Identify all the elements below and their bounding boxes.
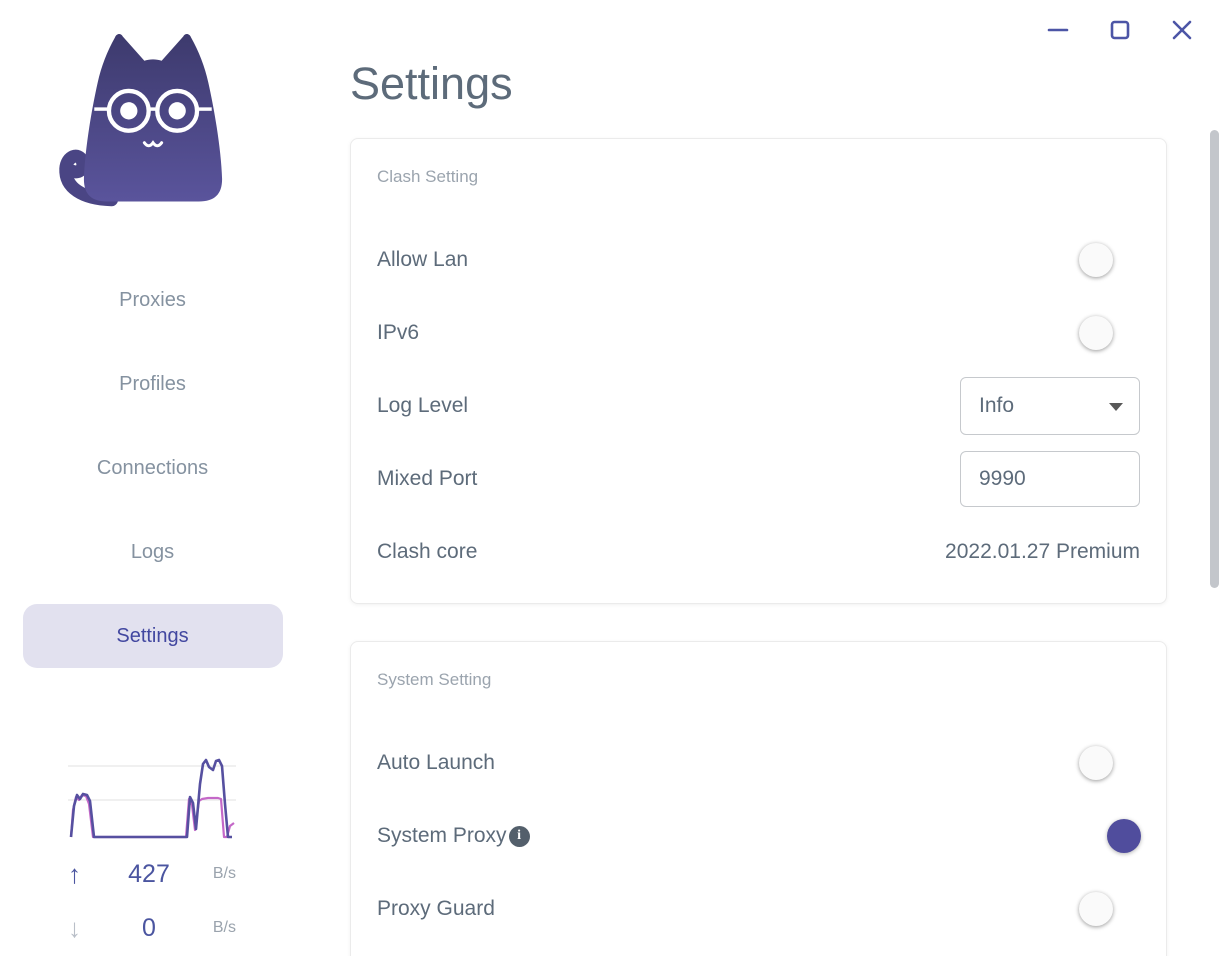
window-controls	[1044, 16, 1196, 44]
upload-speed-unit: B/s	[212, 865, 236, 882]
sidebar-item-profiles[interactable]: Profiles	[119, 372, 186, 395]
log-level-selected-value: Info	[979, 394, 1015, 418]
cat-glasses-right	[154, 88, 199, 133]
download-speed-row: ↓ 0 B/s	[68, 908, 236, 948]
proxy-guard-toggle[interactable]	[1079, 892, 1138, 927]
chevron-down-icon	[1109, 403, 1123, 412]
system-proxy-toggle[interactable]	[1082, 819, 1141, 854]
allow-lan-toggle[interactable]	[1079, 243, 1138, 278]
clash-core-version: 2022.01.27 Premium	[945, 540, 1140, 564]
ipv6-label: IPv6	[377, 321, 420, 345]
sidebar-nav: Proxies Profiles Connections Logs Settin…	[0, 268, 305, 688]
download-traffic-line	[69, 793, 235, 839]
clash-core-row: Clash core 2022.01.27 Premium	[377, 516, 1140, 589]
sidebar-item-connections[interactable]: Connections	[96, 456, 209, 479]
auto-launch-label: Auto Launch	[377, 751, 495, 775]
clash-setting-header: Clash Setting	[377, 166, 479, 186]
close-icon	[1171, 19, 1193, 41]
page-title: Settings	[350, 58, 513, 109]
allow-lan-row: Allow Lan	[377, 224, 1140, 297]
log-level-row: Log Level Info	[377, 370, 1140, 443]
clash-cat-logo	[58, 28, 248, 223]
upload-traffic-line	[69, 758, 232, 839]
sidebar-item-logs[interactable]: Logs	[130, 540, 175, 563]
upload-speed-row: ↑ 427 B/s	[68, 854, 236, 894]
close-button[interactable]	[1168, 16, 1196, 44]
maximize-button[interactable]	[1106, 16, 1134, 44]
system-setting-header: System Setting	[377, 669, 492, 689]
minimize-button[interactable]	[1044, 16, 1072, 44]
clash-setting-card: Clash Setting Allow Lan IPv6 Log Level I…	[350, 137, 1167, 604]
system-proxy-row: System Proxy i	[377, 800, 1141, 873]
mixed-port-label: Mixed Port	[377, 467, 478, 491]
proxy-guard-row: Proxy Guard	[377, 873, 1140, 946]
vertical-scrollbar[interactable]	[1210, 130, 1219, 588]
sidebar-item-proxies[interactable]: Proxies	[119, 288, 186, 311]
upload-arrow-icon: ↑	[68, 859, 81, 889]
auto-launch-toggle[interactable]	[1079, 746, 1138, 781]
log-level-label: Log Level	[377, 394, 469, 418]
sidebar: Proxies Profiles Connections Logs Settin…	[0, 0, 305, 956]
proxy-guard-label: Proxy Guard	[377, 897, 495, 921]
system-proxy-label-text: System Proxy	[377, 824, 507, 848]
cat-glasses-left	[106, 88, 151, 133]
download-arrow-icon: ↓	[68, 913, 81, 943]
upload-speed-value: 427	[128, 859, 170, 888]
log-level-select[interactable]: Info	[960, 377, 1140, 436]
sidebar-item-settings[interactable]: Settings	[22, 604, 283, 668]
ipv6-row: IPv6	[377, 297, 1140, 370]
auto-launch-row: Auto Launch	[377, 727, 1140, 800]
cat-tail	[58, 149, 118, 207]
ipv6-toggle[interactable]	[1079, 316, 1138, 351]
main-content: Settings Clash Setting Allow Lan IPv6 Lo…	[350, 0, 1167, 956]
info-icon[interactable]: i	[508, 825, 530, 847]
system-setting-card: System Setting Auto Launch System Proxy …	[350, 640, 1167, 956]
system-proxy-label: System Proxy i	[377, 824, 530, 848]
mixed-port-row: Mixed Port	[377, 443, 1140, 516]
clash-core-label: Clash core	[377, 540, 478, 564]
download-speed-unit: B/s	[212, 919, 236, 936]
cat-body	[83, 34, 222, 202]
traffic-sparkline-chart	[68, 758, 236, 839]
traffic-panel: ↑ 427 B/s ↓ 0 B/s	[68, 758, 236, 948]
cat-mouth	[142, 140, 163, 148]
minimize-icon	[1047, 19, 1069, 41]
mixed-port-input[interactable]	[960, 451, 1140, 508]
maximize-icon	[1109, 19, 1131, 41]
allow-lan-label: Allow Lan	[377, 248, 469, 272]
download-speed-value: 0	[142, 913, 156, 942]
